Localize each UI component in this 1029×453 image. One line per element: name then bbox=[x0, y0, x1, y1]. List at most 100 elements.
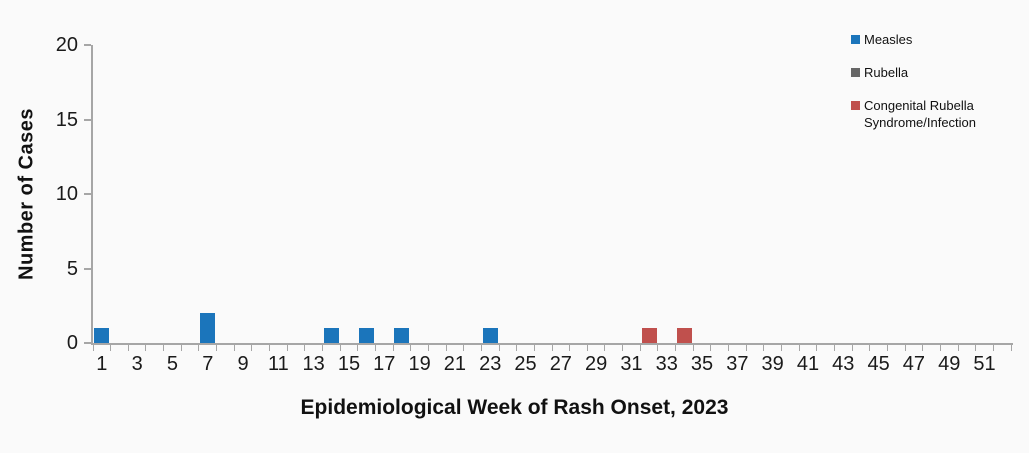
y-axis-tick bbox=[84, 267, 91, 270]
x-axis-tick bbox=[480, 345, 482, 351]
x-axis-tick-label: 31 bbox=[620, 353, 643, 375]
y-axis-tick-label: 20 bbox=[55, 34, 78, 56]
x-axis-tick-label: 1 bbox=[96, 353, 108, 375]
legend-item-measles: Measles bbox=[851, 31, 1011, 48]
x-axis-tick-label: 51 bbox=[973, 353, 996, 375]
x-axis-tick bbox=[939, 345, 941, 351]
x-axis-tick bbox=[498, 345, 500, 351]
bar-measles-week-23 bbox=[482, 328, 498, 343]
x-axis-tick bbox=[763, 345, 765, 351]
x-axis-tick bbox=[445, 345, 447, 351]
x-axis-tick-label: 13 bbox=[302, 353, 325, 375]
y-axis-tick-label: 0 bbox=[66, 332, 78, 354]
x-axis-tick bbox=[163, 345, 165, 351]
x-axis-tick bbox=[110, 345, 112, 351]
x-axis-tick bbox=[992, 345, 994, 351]
legend-label-crs: Congenital Rubella Syndrome/Infection bbox=[864, 98, 977, 130]
x-axis-tick bbox=[198, 345, 200, 351]
x-axis-tick-label: 5 bbox=[166, 353, 178, 375]
bar-measles-week-1 bbox=[94, 328, 110, 343]
x-axis-tick-label: 33 bbox=[655, 353, 678, 375]
x-axis-tick-label: 45 bbox=[867, 353, 890, 375]
legend-label-rubella: Rubella bbox=[864, 65, 909, 80]
x-axis-tick bbox=[692, 345, 694, 351]
y-axis-tick bbox=[84, 193, 91, 195]
x-axis-tick-label: 11 bbox=[267, 353, 289, 375]
bar-measles-week-18 bbox=[394, 328, 410, 343]
legend: Measles Rubella Congenital Rubella Syndr… bbox=[851, 31, 1011, 147]
x-axis-tick-label: 47 bbox=[902, 353, 926, 375]
y-axis-tick bbox=[84, 44, 91, 46]
x-axis-tick bbox=[657, 345, 659, 351]
x-axis-tick bbox=[869, 345, 871, 351]
y-axis-tick-label: 5 bbox=[66, 257, 78, 280]
x-axis-tick bbox=[410, 345, 412, 351]
x-axis-tick-label: 21 bbox=[443, 353, 467, 375]
rubella-color-swatch-icon bbox=[851, 68, 860, 77]
x-axis-tick-label: 7 bbox=[202, 353, 214, 375]
x-axis-tick-label: 15 bbox=[337, 353, 361, 375]
x-axis-tick-label: 29 bbox=[585, 353, 608, 375]
x-axis-tick bbox=[427, 345, 429, 351]
legend-item-rubella: Rubella bbox=[851, 64, 1011, 81]
measles-color-swatch-icon bbox=[851, 35, 860, 44]
crs-color-swatch-icon bbox=[851, 101, 860, 110]
x-axis-line bbox=[91, 343, 1013, 345]
x-axis-tick bbox=[639, 345, 641, 351]
x-axis-tick bbox=[833, 345, 835, 351]
x-axis-tick bbox=[816, 345, 818, 351]
x-axis-tick bbox=[216, 345, 218, 351]
y-axis-line bbox=[91, 45, 93, 345]
x-axis-tick-label: 19 bbox=[408, 353, 431, 375]
x-axis-tick bbox=[1010, 345, 1012, 351]
x-axis-tick-label: 3 bbox=[131, 353, 143, 375]
x-axis-tick bbox=[180, 345, 182, 351]
bar-measles-week-14 bbox=[323, 328, 339, 343]
x-axis-tick bbox=[374, 345, 376, 351]
x-axis-tick bbox=[886, 345, 888, 351]
x-axis-tick bbox=[533, 345, 535, 351]
x-axis-tick-label: 37 bbox=[726, 353, 749, 375]
x-axis-tick-label: 35 bbox=[690, 353, 714, 375]
x-axis-tick bbox=[604, 345, 606, 351]
x-axis-tick bbox=[851, 345, 853, 351]
x-axis-tick-label: 39 bbox=[761, 353, 784, 375]
x-axis-tick-label: 49 bbox=[938, 353, 961, 375]
x-axis-tick bbox=[322, 345, 323, 351]
x-axis-tick-label: 25 bbox=[514, 353, 537, 375]
x-axis-tick bbox=[251, 345, 253, 351]
y-axis-tick-label: 15 bbox=[55, 108, 78, 131]
x-axis-tick bbox=[922, 345, 924, 351]
x-axis-tick bbox=[286, 345, 288, 351]
x-axis-tick bbox=[145, 345, 147, 351]
bar-congenital-week-34 bbox=[676, 328, 692, 343]
x-axis-tick-label: 17 bbox=[373, 353, 396, 375]
bar-measles-week-16 bbox=[359, 328, 375, 343]
x-axis-tick bbox=[798, 345, 800, 351]
y-axis-tick bbox=[84, 342, 91, 344]
x-axis-tick bbox=[728, 345, 730, 351]
x-axis-tick bbox=[127, 345, 129, 351]
bar-measles-week-7 bbox=[200, 313, 216, 343]
x-axis-tick bbox=[516, 345, 518, 351]
x-axis-tick-label: 27 bbox=[549, 353, 572, 375]
x-axis-tick bbox=[957, 345, 959, 351]
x-axis-tick-label: 41 bbox=[796, 353, 820, 375]
x-axis-tick bbox=[569, 345, 571, 351]
y-axis-tick bbox=[84, 118, 91, 121]
x-axis-tick-label: 43 bbox=[832, 353, 855, 375]
legend-item-crs: Congenital Rubella Syndrome/Infection bbox=[851, 97, 1011, 131]
x-axis-tick bbox=[233, 345, 235, 351]
x-axis-tick-label: 23 bbox=[479, 353, 502, 375]
x-axis-tick bbox=[781, 345, 782, 351]
x-axis-tick bbox=[357, 345, 359, 351]
x-axis-tick bbox=[745, 345, 747, 351]
x-axis-tick bbox=[904, 345, 906, 351]
x-axis-tick bbox=[463, 345, 465, 351]
x-axis-tick bbox=[92, 345, 94, 351]
y-axis-tick-label: 10 bbox=[55, 183, 78, 205]
x-axis-tick bbox=[675, 345, 677, 351]
x-axis-tick bbox=[339, 345, 341, 351]
bar-congenital-week-32 bbox=[641, 328, 657, 343]
x-axis-tick bbox=[622, 345, 624, 351]
